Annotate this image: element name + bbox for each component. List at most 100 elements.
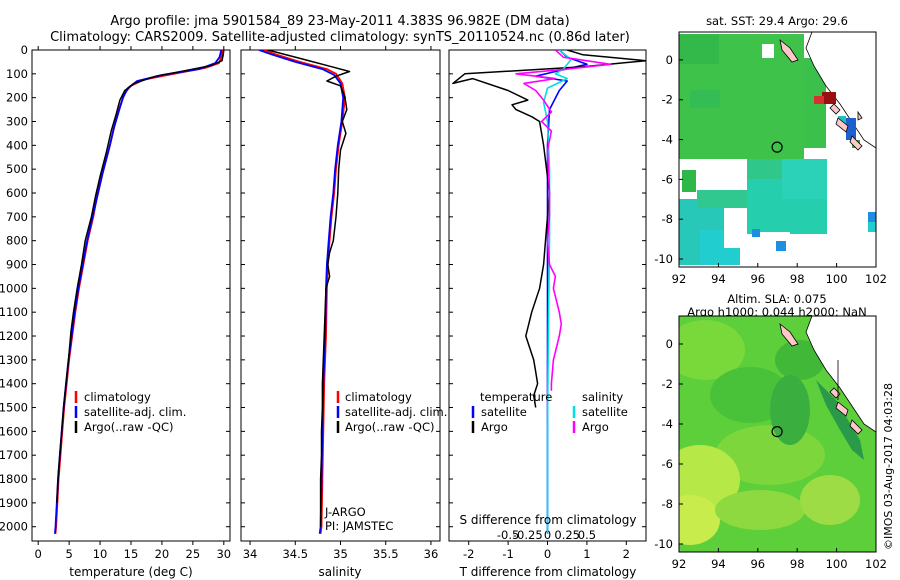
y-tick-label: 1400 <box>0 377 28 391</box>
s-diff-tick-label: 0 <box>544 528 551 542</box>
y-tick-label: 1000 <box>0 281 28 295</box>
sst-map-title: sat. SST: 29.4 Argo: 29.6 <box>706 14 848 28</box>
argo-position-marker <box>771 141 783 153</box>
argo-position-marker <box>771 426 783 438</box>
figure-title-line2: Climatology: CARS2009. Satellite-adjuste… <box>50 30 630 45</box>
legend-t-argo-label: Argo <box>481 420 508 434</box>
x-tick-label: 10 <box>93 547 108 561</box>
imos-watermark: ©IMOS 03-Aug-2017 04:03:28 <box>882 383 895 550</box>
y-tick-label: 2000 <box>0 520 28 534</box>
map-x-tick-label: 100 <box>826 272 848 286</box>
map-x-tick-label: 102 <box>865 557 887 571</box>
y-tick-label: 700 <box>6 210 28 224</box>
difference-legend: temperature salinity satellite Argo sate… <box>471 390 628 434</box>
y-tick-label: 0 <box>21 43 28 57</box>
map-y-tick-label: -2 <box>662 93 673 107</box>
map-x-tick-label: 96 <box>750 557 765 571</box>
salinity-xlabel: salinity <box>318 565 361 579</box>
map-y-tick-label: 0 <box>666 337 673 351</box>
x-tick-label: 35.5 <box>373 547 399 561</box>
x-tick-label: 30 <box>216 547 231 561</box>
y-tick-label: 200 <box>6 91 28 105</box>
legend-climatology-label: climatology <box>345 390 412 404</box>
y-tick-label: 1600 <box>0 424 28 438</box>
legend-climatology-label: climatology <box>84 390 151 404</box>
series-line-argo-raw-qc- <box>267 50 351 527</box>
sst-map-y-axis: 0 -2 -4 -6 -8 -10 <box>654 53 683 266</box>
map-x-tick-label: 102 <box>865 272 887 286</box>
map-x-tick-label: 96 <box>750 272 765 286</box>
temperature-series <box>54 50 225 534</box>
temperature-legend: climatology satellite-adj. clim. Argo(..… <box>74 390 186 434</box>
series-line-s-argo <box>515 50 612 391</box>
x-tick-label: -2 <box>463 547 474 561</box>
map-y-tick-label: -8 <box>662 497 673 511</box>
sla-map-field <box>679 316 876 552</box>
y-tick-label: 1500 <box>0 401 28 415</box>
map-y-tick-label: -4 <box>662 133 673 147</box>
map-y-tick-label: -10 <box>654 252 673 266</box>
x-tick-label: 34 <box>243 547 258 561</box>
x-tick-label: 2 <box>623 547 630 561</box>
x-tick-label: 0 <box>544 547 551 561</box>
x-tick-label: 36 <box>424 547 439 561</box>
difference-panel: -2 -1 0 1 2 -0.5-0.25 0 0.250.5 T difference f… <box>448 49 647 579</box>
sla-map-x-axis: 92 94 96 98 100 102 <box>672 548 887 571</box>
legend-header-salinity: salinity <box>582 390 623 404</box>
series-line-t-argo <box>452 50 646 408</box>
series-line-argo-raw-qc- <box>56 50 225 503</box>
map-y-tick-label: -10 <box>654 537 673 551</box>
x-tick-label: 15 <box>124 547 139 561</box>
y-tick-label: 1900 <box>0 496 28 510</box>
y-tick-label: 1800 <box>0 472 28 486</box>
sst-map-x-axis: 92 94 96 98 100 102 <box>672 263 887 286</box>
s-diff-tick-label: 0.5 <box>578 528 596 542</box>
salinity-y-ticks <box>241 49 440 528</box>
temperature-axes-frame <box>31 49 231 542</box>
y-tick-label: 1100 <box>0 305 28 319</box>
map-y-tick-label: -8 <box>662 212 673 226</box>
y-tick-label: 1200 <box>0 329 28 343</box>
x-tick-label: 5 <box>65 547 72 561</box>
map-x-tick-label: 98 <box>790 557 805 571</box>
s-difference-x-axis: -0.5-0.25 0 0.250.5 <box>497 528 596 542</box>
y-tick-label: 400 <box>6 138 28 152</box>
legend-header-temperature: temperature <box>480 390 552 404</box>
difference-series <box>452 50 646 534</box>
map-x-tick-label: 94 <box>711 272 726 286</box>
legend-argo-label: Argo(..raw -QC) <box>345 420 435 434</box>
y-tick-label: 100 <box>6 67 28 81</box>
temperature-xlabel: temperature (deg C) <box>69 565 192 579</box>
map-y-tick-label: -4 <box>662 417 673 431</box>
map-x-tick-label: 94 <box>711 557 726 571</box>
sla-map-frame <box>678 315 877 553</box>
figure-title-line1: Argo profile: jma 5901584_89 23-May-2011… <box>110 14 569 29</box>
sla-map: Altim. SLA: 0.075 Argo h1000: 0.044 h200… <box>654 292 887 571</box>
s-diff-tick-label: -0.25 <box>513 528 543 542</box>
y-tick-label: 900 <box>6 258 28 272</box>
sst-map: sat. SST: 29.4 Argo: 29.6 <box>654 14 887 286</box>
legend-argo-label: Argo(..raw -QC) <box>84 420 174 434</box>
t-difference-x-axis: -2 -1 0 1 2 <box>463 541 630 561</box>
legend-t-satellite-label: satellite <box>481 405 527 419</box>
map-x-tick-label: 92 <box>672 272 687 286</box>
s-difference-xlabel: S difference from climatology <box>460 513 637 527</box>
y-tick-label: 800 <box>6 234 28 248</box>
legend-s-argo-label: Argo <box>582 420 609 434</box>
salinity-legend: climatology satellite-adj. clim. Argo(..… <box>336 390 447 434</box>
y-tick-label: 1700 <box>0 448 28 462</box>
map-x-tick-label: 100 <box>826 557 848 571</box>
y-tick-label: 500 <box>6 162 28 176</box>
temperature-x-axis: 0 5 10 15 20 25 30 <box>35 46 231 561</box>
annotation-program: J-ARGO <box>324 505 366 519</box>
map-y-tick-label: -6 <box>662 172 673 186</box>
x-tick-label: 0 <box>35 547 42 561</box>
x-tick-label: 1 <box>583 547 590 561</box>
sla-map-title: Altim. SLA: 0.075 <box>727 292 826 306</box>
annotation-pi: PI: JAMSTEC <box>325 519 393 533</box>
temperature-panel: 0100200300400500600700800900100011001200… <box>0 43 231 579</box>
s-diff-tick-label: -0.5 <box>497 528 519 542</box>
map-x-tick-label: 98 <box>790 272 805 286</box>
y-tick-label: 600 <box>6 186 28 200</box>
y-tick-label: 300 <box>6 115 28 129</box>
